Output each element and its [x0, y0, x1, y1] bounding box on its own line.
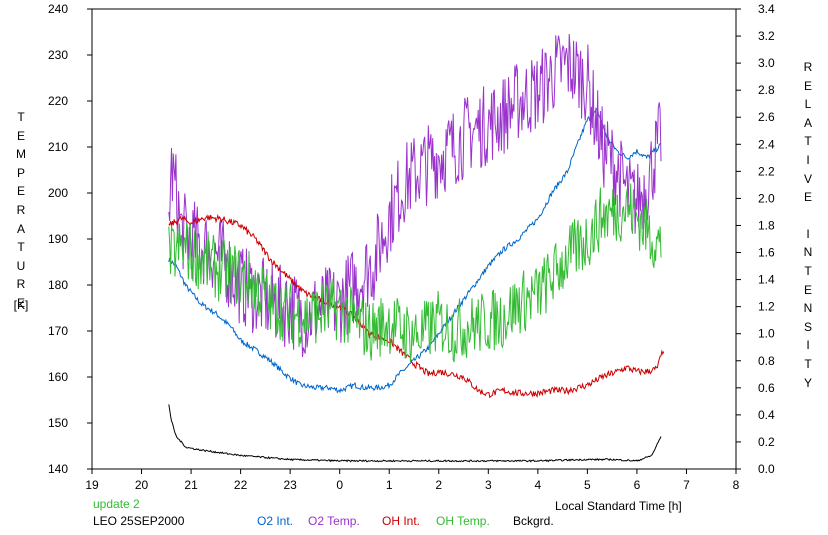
- y-left-tick-label: 240: [48, 2, 68, 16]
- axis-label-letter: I: [806, 338, 810, 353]
- x-tick-label: 0: [336, 478, 343, 492]
- y-left-tick-label: 210: [48, 140, 68, 154]
- axis-label-letter: T: [804, 356, 812, 371]
- y-right-tick-label: 2.6: [758, 110, 775, 124]
- series-group: [168, 33, 665, 463]
- series-line-o2-temp: [168, 33, 662, 358]
- legend-o2-temp: O2 Temp.: [308, 514, 360, 528]
- y-axis-left: 140 150 160 170 180 190 200 210 220 230 240: [48, 2, 92, 476]
- y-right-tick-label: 2.4: [758, 137, 775, 151]
- axis-label-letter: A: [16, 221, 25, 236]
- axis-label-letter: E: [803, 190, 812, 205]
- x-tick-label: 20: [135, 478, 149, 492]
- axis-label-letter: V: [803, 171, 812, 186]
- x-tick-label: 21: [184, 478, 198, 492]
- legend-bckgrd: Bckgrd.: [513, 514, 554, 528]
- x-tick-label: 22: [234, 478, 248, 492]
- axis-label-letter: N: [803, 245, 813, 260]
- axis-label-letter: T: [804, 263, 812, 278]
- legend-oh-int: OH Int.: [382, 514, 421, 528]
- site-date-annotation: LEO 25SEP2000: [93, 514, 185, 528]
- x-axis-label: Local Standard Time [h]: [555, 499, 682, 513]
- axis-label-letter: E: [803, 282, 812, 297]
- x-tick-label: 19: [85, 478, 99, 492]
- update-annotation: update 2: [93, 497, 140, 511]
- x-tick-label: 6: [634, 478, 641, 492]
- y-right-tick-label: 3.2: [758, 29, 775, 43]
- axis-label-letter: L: [804, 97, 812, 112]
- axis-label-letter: Y: [803, 375, 812, 390]
- axis-label-letter: N: [803, 301, 813, 316]
- axis-label-letter: I: [806, 152, 810, 167]
- axis-label-letter: E: [16, 295, 25, 310]
- x-tick-label: 2: [435, 478, 442, 492]
- y-right-tick-label: 2.0: [758, 191, 775, 205]
- axis-label-letter: P: [16, 165, 25, 180]
- axis-label-letter: U: [16, 258, 26, 273]
- y-right-tick-label: 3.0: [758, 56, 775, 70]
- y-left-tick-label: 190: [48, 232, 68, 246]
- x-tick-label: 23: [283, 478, 297, 492]
- y-right-tick-label: 3.4: [758, 2, 775, 16]
- x-axis: 19 20 21 22 23 0 1 2 3 4 5 6 7 8: [85, 469, 740, 492]
- series-line-o2-int: [168, 108, 662, 394]
- y-left-tick-label: 140: [48, 462, 68, 476]
- y-axis-right: 0.0 0.2 0.4 0.6 0.8 1.0 1.2 1.4 1.6 1.8 2.0 2.2 2.4 2…: [736, 2, 775, 476]
- y-left-tick-label: 160: [48, 370, 68, 384]
- y-axis-left-unit: [K]: [13, 298, 29, 312]
- axis-label-letter: T: [804, 134, 812, 149]
- axis-label-letter: I: [806, 226, 810, 241]
- axis-label-letter: M: [16, 147, 26, 162]
- y-right-tick-label: 2.2: [758, 164, 775, 178]
- y-left-tick-label: 170: [48, 324, 68, 338]
- series-line-bckgrd: [168, 404, 662, 463]
- y-left-tick-label: 150: [48, 416, 68, 430]
- y-left-tick-label: 200: [48, 186, 68, 200]
- y-left-tick-label: 220: [48, 94, 68, 108]
- y-left-tick-label: 230: [48, 48, 68, 62]
- x-tick-label: 3: [485, 478, 492, 492]
- x-tick-label: 5: [584, 478, 591, 492]
- axis-label-letter: T: [17, 240, 25, 255]
- y-right-tick-label: 0.8: [758, 354, 775, 368]
- axis-label-letter: S: [803, 319, 812, 334]
- axis-label-letter: R: [803, 60, 813, 74]
- x-tick-label: 4: [535, 478, 542, 492]
- axis-label-letter: E: [803, 78, 812, 93]
- axis-label-letter: R: [16, 202, 26, 217]
- series-line-oh-int: [168, 213, 665, 399]
- series-line-oh-temp: [168, 183, 662, 363]
- y-right-tick-label: 2.8: [758, 83, 775, 97]
- legend-oh-temp: OH Temp.: [436, 514, 490, 528]
- x-tick-label: 1: [386, 478, 393, 492]
- y-right-tick-label: 0.4: [758, 408, 775, 422]
- axis-label-letter: E: [16, 184, 25, 199]
- y-left-tick-label: 180: [48, 278, 68, 292]
- y-right-tick-label: 0.2: [758, 435, 775, 449]
- legend-o2-int: O2 Int.: [257, 514, 294, 528]
- x-tick-label: 8: [733, 478, 740, 492]
- y-right-tick-label: 1.0: [758, 327, 775, 341]
- y-right-tick-label: 1.2: [758, 300, 775, 314]
- axis-label-letter: R: [16, 277, 26, 292]
- y-right-tick-label: 1.4: [758, 273, 775, 287]
- x-tick-label: 7: [683, 478, 690, 492]
- axis-label-letter: A: [803, 115, 812, 130]
- y-right-tick-label: 0.6: [758, 381, 775, 395]
- axis-label-letter: T: [17, 110, 25, 124]
- axis-label-letter: E: [16, 128, 25, 143]
- y-right-tick-label: 1.6: [758, 246, 775, 260]
- y-right-tick-label: 1.8: [758, 218, 775, 232]
- y-right-tick-label: 0.0: [758, 462, 775, 476]
